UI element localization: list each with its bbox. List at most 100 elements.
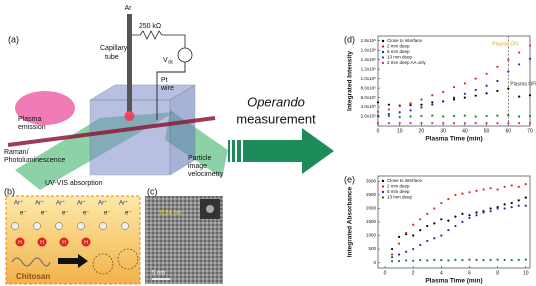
uvvis-label: UV-VIS absorption	[45, 180, 103, 187]
y-tick-label: 8.0x10⁵	[361, 85, 377, 90]
arrow-subtitle: measurement	[236, 111, 316, 126]
data-point	[475, 115, 477, 117]
data-point	[518, 122, 520, 124]
data-point	[482, 188, 484, 190]
data-point	[440, 234, 442, 236]
legend-marker	[382, 45, 384, 47]
ion-label: Ar⁺	[119, 200, 128, 207]
data-point	[475, 211, 477, 213]
data-point	[409, 102, 411, 104]
x-axis-title: Plasma Time (min)	[425, 136, 482, 143]
data-point	[409, 109, 411, 111]
data-point	[453, 115, 455, 117]
raman-label: Photoluminescence	[4, 157, 65, 164]
data-point	[482, 211, 484, 213]
data-point	[496, 90, 498, 92]
data-point	[398, 260, 400, 262]
data-point	[475, 78, 477, 80]
data-point	[399, 116, 401, 118]
data-point	[405, 251, 407, 253]
panel-label: (e)	[344, 174, 355, 184]
legend-label: Close to interface	[387, 38, 423, 43]
data-point	[433, 222, 435, 224]
x-tick-label: 40	[462, 128, 468, 134]
data-point	[518, 186, 520, 188]
data-point	[419, 259, 421, 261]
data-point	[442, 91, 444, 93]
data-point	[475, 122, 477, 124]
data-point	[461, 221, 463, 223]
legend-label: Close to interface	[387, 178, 423, 183]
legend-marker	[382, 180, 384, 182]
data-point	[440, 259, 442, 261]
legend-marker	[382, 185, 384, 187]
y-tick-label: 1.8x10⁶	[361, 38, 377, 43]
pt-wire-label: Pt	[161, 77, 168, 84]
charts: (d)2.0x10⁵4.0x10⁵6.0x10⁵8.0x10⁵1.0x10⁶1.…	[344, 34, 536, 284]
raman-label: Raman/	[4, 149, 29, 156]
data-point	[399, 122, 401, 124]
x-tick-label: 2	[412, 270, 415, 276]
legend-label: 13 mm deep	[387, 195, 413, 200]
plasma	[125, 111, 135, 121]
data-point	[454, 215, 456, 217]
spacing-label: 0.24 nm	[160, 211, 182, 217]
data-point	[447, 198, 449, 200]
y-tick-label: 2000	[366, 206, 377, 211]
data-point	[398, 236, 400, 238]
y-tick-label: 1500	[366, 219, 377, 224]
data-point	[525, 205, 527, 207]
annotation: Plasma ON	[492, 41, 518, 47]
legend-marker	[382, 56, 384, 58]
data-point	[398, 253, 400, 255]
data-point	[409, 122, 411, 124]
data-point	[412, 224, 414, 226]
data-point	[507, 59, 509, 61]
data-point	[485, 115, 487, 117]
data-point	[391, 248, 393, 250]
data-point	[420, 115, 422, 117]
legend-label: 2 mm deep	[387, 44, 410, 49]
voltage-source	[178, 48, 192, 62]
x-tick-label: 70	[527, 128, 533, 134]
plasma-emission-label: emission	[18, 124, 46, 131]
ion-label: Ar⁺	[77, 200, 86, 207]
data-point	[464, 114, 466, 116]
ion-label: Ar⁺	[56, 200, 65, 207]
operando-arrow: Operando measurement	[228, 94, 334, 174]
data-point	[497, 207, 499, 209]
data-point	[525, 259, 527, 261]
data-point	[431, 122, 433, 124]
figure: (a) Ar 250 kΩ Capillary tube V dc Pt wir…	[0, 0, 536, 286]
y-tick-label: 1.6x10⁶	[361, 47, 377, 52]
data-point	[529, 44, 531, 46]
legend-label: 5 mm deep	[387, 49, 410, 54]
x-tick-label: 8	[496, 270, 499, 276]
data-point	[485, 85, 487, 87]
data-point	[431, 114, 433, 116]
x-tick-label: 0	[384, 270, 387, 276]
data-point	[489, 187, 491, 189]
data-point	[391, 260, 393, 262]
data-point	[497, 188, 499, 190]
data-point	[496, 122, 498, 124]
data-point	[475, 190, 477, 192]
data-point	[464, 96, 466, 98]
data-point	[464, 82, 466, 84]
data-point	[388, 115, 390, 117]
data-point	[511, 202, 513, 204]
data-point	[468, 191, 470, 193]
resistor-wire	[132, 31, 185, 48]
data-point	[496, 66, 498, 68]
data-point	[504, 203, 506, 205]
data-point	[420, 98, 422, 100]
panel-label: (c)	[147, 186, 158, 196]
annotation: Plasma OFF	[510, 81, 536, 87]
piv-label: image	[188, 163, 207, 170]
data-point	[497, 259, 499, 261]
data-point	[377, 101, 379, 103]
data-point	[475, 214, 477, 216]
x-tick-label: 30	[440, 128, 446, 134]
data-point	[420, 106, 422, 108]
y-tick-label: 2.0x10⁵	[361, 114, 377, 119]
